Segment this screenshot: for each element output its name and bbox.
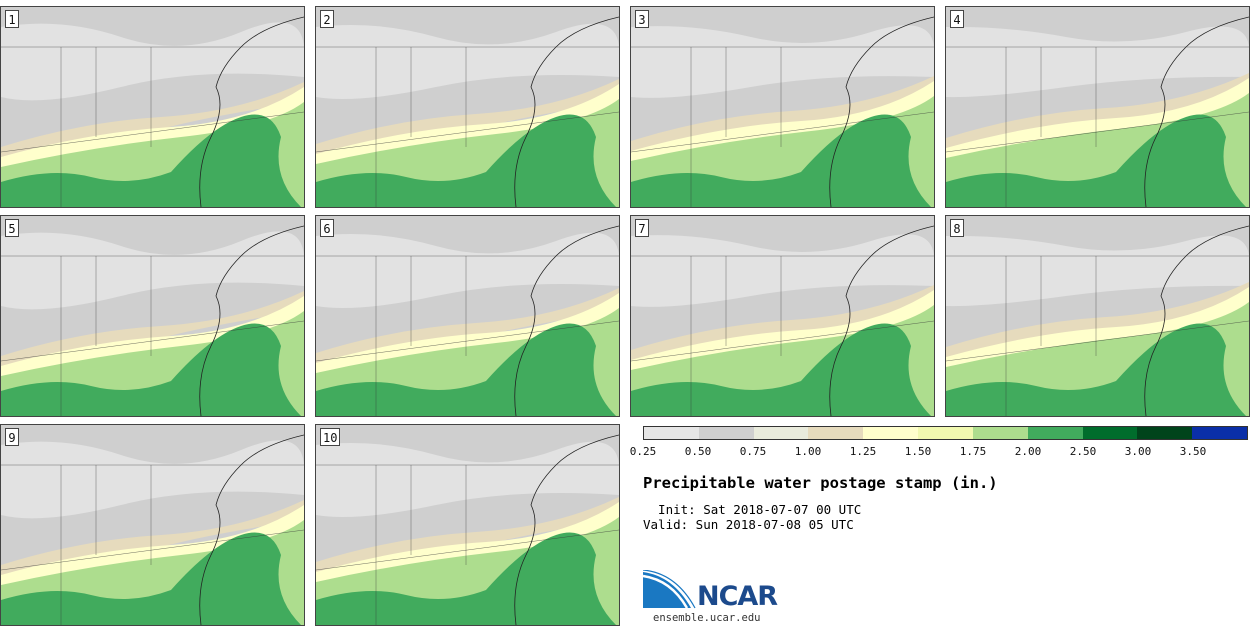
colorbar-segment [644, 427, 699, 439]
colorbar-tick-label: 0.75 [739, 445, 767, 458]
colorbar-tick-label: 2.00 [1014, 445, 1042, 458]
member-panel-5: 5 [0, 215, 305, 417]
colorbar-segment [1027, 427, 1083, 439]
member-panel-8: 8 [945, 215, 1250, 417]
colorbar-segment [698, 427, 754, 439]
colorbar-tick-label: 1.75 [959, 445, 987, 458]
colorbar-segment [753, 427, 809, 439]
colorbar-tick-label: 1.25 [849, 445, 877, 458]
colorbar-tick-label: 3.50 [1179, 445, 1207, 458]
panel-number: 1 [5, 10, 19, 28]
member-panel-9: 9 [0, 424, 305, 626]
colorbar-segment [863, 427, 919, 439]
member-panel-6: 6 [315, 215, 620, 417]
member-panel-2: 2 [315, 6, 620, 208]
panel-number: 9 [5, 428, 19, 446]
colorbar-segment [1137, 427, 1193, 439]
chart-title: Precipitable water postage stamp (in.) [643, 474, 998, 492]
ncar-logo-icon [643, 570, 696, 609]
member-panel-7: 7 [630, 215, 935, 417]
panel-number: 10 [320, 428, 341, 446]
member-panel-4: 4 [945, 6, 1250, 208]
init-time: Init: Sat 2018-07-07 00 UTC [643, 502, 862, 517]
colorbar-segment [1082, 427, 1138, 439]
colorbar [643, 426, 1248, 440]
panel-number: 2 [320, 10, 334, 28]
colorbar-tick-label: 0.25 [629, 445, 657, 458]
colorbar-segment [1192, 427, 1247, 439]
colorbar-segment [972, 427, 1028, 439]
valid-time: Valid: Sun 2018-07-08 05 UTC [643, 517, 854, 532]
ncar-logo-text: NCAR [697, 581, 778, 612]
colorbar-segment [918, 427, 973, 439]
colorbar-tick-label: 1.50 [904, 445, 932, 458]
panel-number: 5 [5, 219, 19, 237]
colorbar-tick-label: 0.50 [684, 445, 712, 458]
panel-number: 6 [320, 219, 334, 237]
member-panel-1: 1 [0, 6, 305, 208]
colorbar-tick-label: 3.00 [1124, 445, 1152, 458]
member-panel-10: 10 [315, 424, 620, 626]
site-url: ensemble.ucar.edu [653, 612, 761, 624]
panel-number: 3 [635, 10, 649, 28]
colorbar-tick-label: 2.50 [1069, 445, 1097, 458]
panel-number: 4 [950, 10, 964, 28]
panel-number: 7 [635, 219, 649, 237]
colorbar-tick-label: 1.00 [794, 445, 822, 458]
member-panel-3: 3 [630, 6, 935, 208]
panel-number: 8 [950, 219, 964, 237]
colorbar-segment [808, 427, 864, 439]
